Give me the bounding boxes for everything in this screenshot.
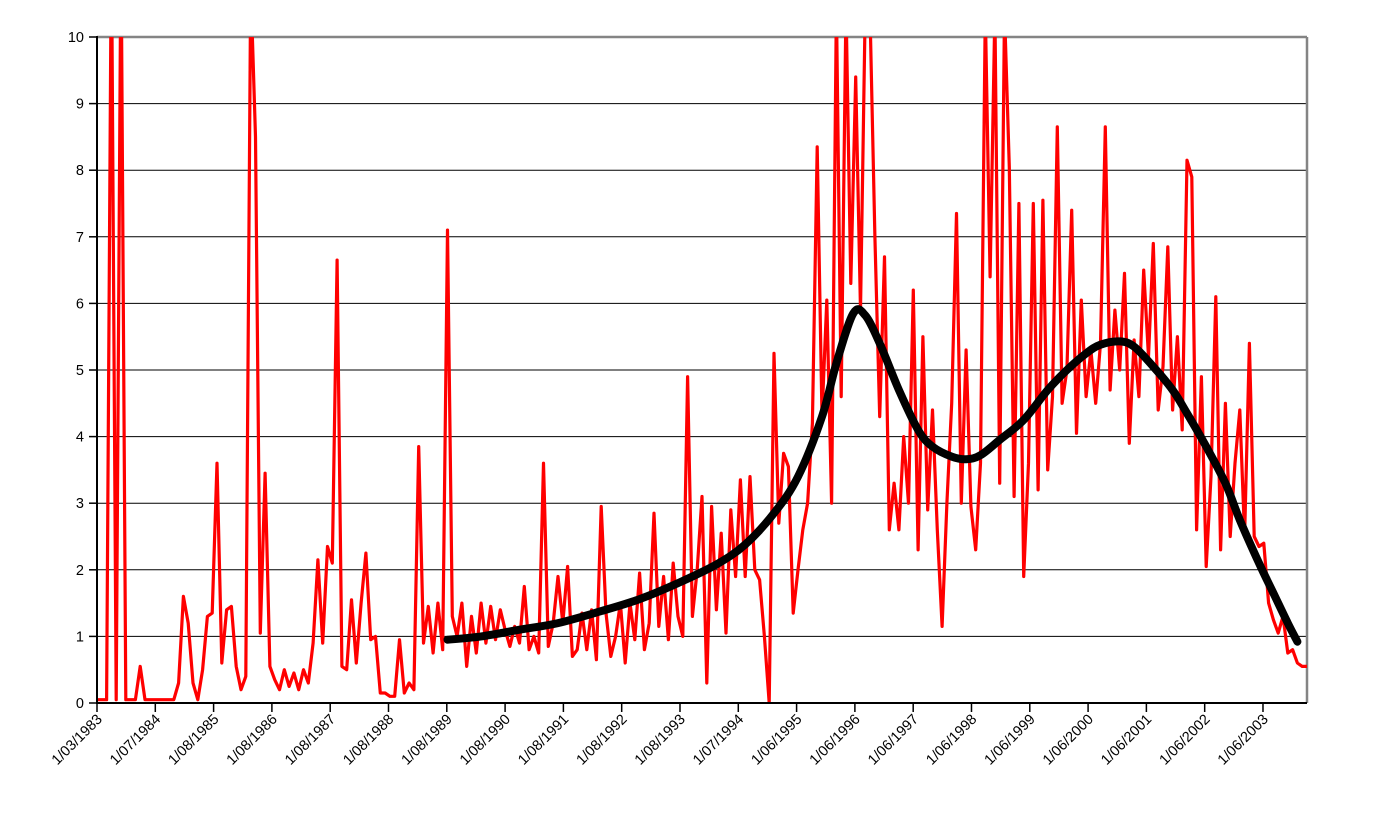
y-axis-label: 2: [76, 563, 84, 579]
x-axis-label: 1/08/1991: [515, 712, 572, 769]
x-axis-label: 1/08/1992: [574, 712, 631, 769]
x-axis-label: 1/08/1987: [282, 712, 339, 769]
x-axis-label: 1/08/1989: [399, 712, 456, 769]
x-axis-label: 1/07/1994: [690, 712, 747, 769]
x-axis-label: 1/08/1993: [632, 712, 689, 769]
x-axis-label: 1/08/1986: [224, 712, 281, 769]
y-axis-label: 9: [76, 97, 84, 113]
x-axis-label: 1/06/2002: [1157, 712, 1214, 769]
trend-line: [443, 305, 1302, 646]
y-axis-label: 1: [76, 629, 84, 645]
y-axis-label: 4: [76, 430, 84, 446]
x-axis-label: 1/03/1983: [49, 712, 106, 769]
y-axis-label: 0: [76, 696, 84, 712]
x-axis-label: 1/08/1990: [457, 712, 514, 769]
x-axis-label: 1/07/1984: [107, 712, 164, 769]
y-axis-label: 5: [76, 363, 84, 379]
y-axis-label: 6: [76, 296, 84, 312]
x-axis-label: 1/06/2000: [1040, 712, 1097, 769]
observed-series-line: [97, 37, 1307, 703]
x-axis-label: 1/06/1997: [865, 712, 922, 769]
x-axis-label: 1/08/1988: [340, 712, 397, 769]
y-axis-label: 3: [76, 496, 84, 512]
x-axis-label: 1/06/1999: [982, 712, 1039, 769]
x-axis-label: 1/08/1985: [165, 712, 222, 769]
x-axis-label: 1/06/2003: [1215, 712, 1272, 769]
y-axis-label: 8: [76, 163, 84, 179]
x-axis-label: 1/06/1995: [748, 712, 805, 769]
x-axis-label: 1/06/1998: [923, 712, 980, 769]
x-axis-label: 1/06/2001: [1098, 712, 1155, 769]
x-axis-label: 1/06/1996: [807, 712, 864, 769]
y-axis-label: 10: [68, 30, 84, 46]
y-axis-label: 7: [76, 230, 84, 246]
